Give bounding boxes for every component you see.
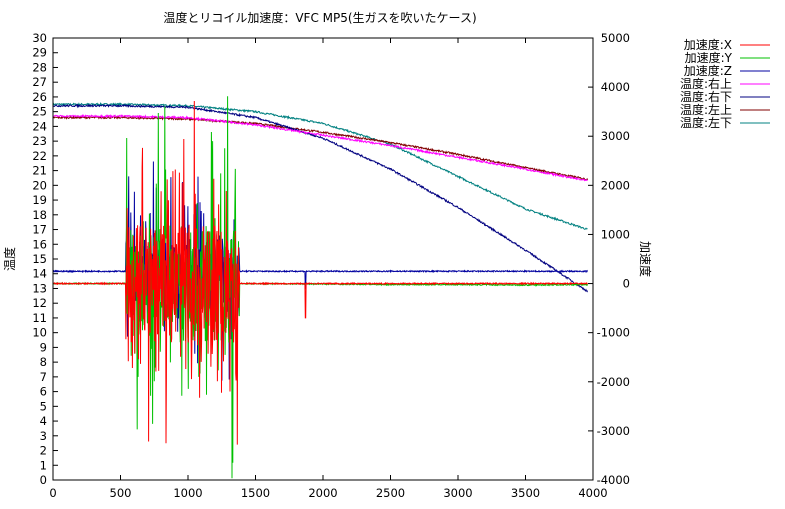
- y-tick-label: 0: [40, 473, 47, 487]
- series-line-5: [52, 115, 589, 181]
- y-tick-label: 3: [40, 429, 47, 443]
- y-tick-label: 24: [32, 119, 47, 133]
- y-tick-label: 4: [40, 414, 47, 428]
- legend-label: 温度:右下: [680, 89, 732, 104]
- y-tick-label: 5: [40, 399, 47, 413]
- legend-label: 温度:左下: [680, 115, 732, 130]
- y-tick-label: 30: [32, 31, 47, 45]
- y-tick-label: 27: [32, 75, 47, 89]
- y-tick-label: 7: [40, 370, 47, 384]
- y2-tick-label: -1000: [597, 326, 630, 340]
- y2-tick-label: 4000: [601, 80, 630, 94]
- y2-tick-label: 0: [623, 277, 630, 291]
- x-tick-label: 1000: [173, 486, 202, 500]
- y-tick-label: 10: [32, 326, 47, 340]
- y-tick-label: 22: [32, 149, 47, 163]
- y-tick-label: 1: [40, 458, 47, 472]
- y-tick-label: 26: [32, 90, 47, 104]
- axis-layer: 0 500 1000 1500 2000 2500 3000 3500 400001234567…: [32, 31, 630, 500]
- y-tick-label: 17: [32, 223, 47, 237]
- y2-tick-label: -3000: [597, 424, 630, 438]
- y2-axis-label: 加速度: [638, 241, 653, 277]
- y2-tick-label: 3000: [601, 129, 630, 143]
- y-tick-label: 19: [32, 193, 47, 207]
- x-tick-label: 2000: [308, 486, 337, 500]
- y-tick-label: 11: [32, 311, 47, 325]
- y-tick-label: 6: [40, 385, 47, 399]
- y-tick-label: 20: [32, 178, 47, 192]
- y-tick-label: 9: [40, 340, 47, 354]
- series-line-4: [52, 103, 589, 293]
- legend-label: 温度:左上: [680, 102, 732, 117]
- y-tick-label: 25: [32, 105, 47, 119]
- y-tick-label: 13: [32, 281, 47, 295]
- y-tick-label: 18: [32, 208, 47, 222]
- x-tick-label: 1500: [241, 486, 270, 500]
- legend-label: 加速度:Z: [684, 63, 732, 78]
- y-tick-label: 2: [40, 444, 47, 458]
- y-tick-label: 16: [32, 237, 47, 251]
- y2-tick-label: -2000: [597, 375, 630, 389]
- y2-tick-label: -4000: [597, 473, 630, 487]
- y-tick-label: 29: [32, 46, 47, 60]
- series-line-3: [52, 113, 588, 182]
- plot-layer: [52, 96, 589, 479]
- x-tick-label: 500: [110, 486, 132, 500]
- y2-tick-label: 1000: [601, 227, 630, 241]
- x-tick-label: 3500: [511, 486, 540, 500]
- x-tick-label: 4000: [578, 486, 607, 500]
- y-tick-label: 8: [40, 355, 47, 369]
- y2-tick-label: 2000: [601, 178, 630, 192]
- legend-label: 温度:右上: [680, 76, 732, 91]
- legend-label: 加速度:X: [684, 37, 732, 52]
- y-tick-label: 15: [32, 252, 47, 266]
- series-line-0: [52, 100, 588, 445]
- y-tick-label: 21: [32, 164, 47, 178]
- series-line-6: [52, 101, 588, 230]
- y-tick-label: 23: [32, 134, 47, 148]
- y-tick-label: 14: [32, 267, 47, 281]
- x-tick-label: 0: [49, 486, 56, 500]
- y-tick-label: 28: [32, 60, 47, 74]
- y2-tick-label: 5000: [601, 31, 630, 45]
- y-axis-label: 温度: [2, 247, 17, 271]
- x-tick-label: 2500: [376, 486, 405, 500]
- y-tick-label: 12: [32, 296, 47, 310]
- legend-label: 加速度:Y: [685, 50, 733, 65]
- chart-title: 温度とリコイル加速度：VFC MP5(生ガスを吹いたケース): [163, 10, 476, 25]
- x-tick-label: 3000: [443, 486, 472, 500]
